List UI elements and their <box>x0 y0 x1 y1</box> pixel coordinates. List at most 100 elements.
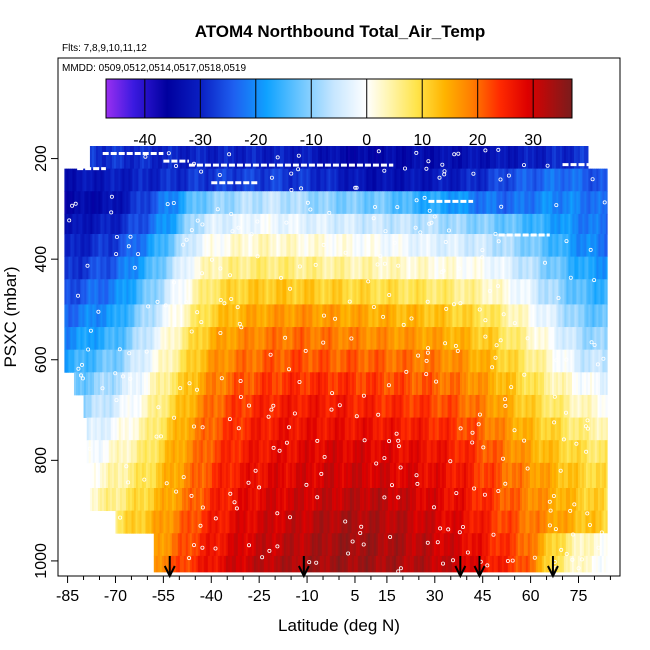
temp-cell <box>370 234 373 258</box>
temp-cell <box>424 440 428 464</box>
temp-cell <box>576 279 579 305</box>
temp-cell <box>520 327 523 351</box>
temp-cell <box>495 510 498 534</box>
temp-cell <box>499 462 503 489</box>
temp-cell <box>599 510 602 534</box>
temp-cell <box>275 146 279 170</box>
temp-cell <box>462 234 465 258</box>
temp-cell <box>519 146 523 170</box>
temp-cell <box>560 168 563 192</box>
temp-cell <box>469 462 473 489</box>
temp-cell <box>604 417 608 441</box>
temp-cell <box>169 555 173 573</box>
temp-cell <box>130 304 133 328</box>
temp-cell <box>233 487 237 512</box>
temp-cell <box>568 234 571 258</box>
temp-cell <box>126 213 129 235</box>
temp-cell <box>488 191 491 215</box>
temp-cell <box>566 440 570 464</box>
temp-cell <box>524 256 527 280</box>
temp-cell <box>84 304 87 328</box>
temp-cell <box>250 168 253 192</box>
temp-cell <box>131 146 135 170</box>
temp-cell <box>415 462 419 489</box>
temp-cell <box>435 146 439 170</box>
temp-cell <box>510 256 513 280</box>
temp-cell <box>285 555 289 573</box>
temp-cell <box>138 327 141 351</box>
temp-cell <box>496 279 499 305</box>
temp-cell <box>154 234 157 258</box>
temp-cell <box>106 168 109 192</box>
temp-cell <box>437 372 441 396</box>
temp-cell <box>381 394 384 418</box>
temp-cell <box>606 417 608 441</box>
temp-cell <box>226 168 229 192</box>
temp-cell <box>288 234 291 258</box>
temp-cell <box>242 213 245 235</box>
temp-cell <box>554 440 558 464</box>
temp-cell <box>587 462 591 489</box>
temp-cell <box>316 213 319 235</box>
temp-cell <box>416 191 419 215</box>
temp-cell <box>502 279 505 305</box>
temp-cell <box>340 256 343 280</box>
temp-cell <box>258 440 262 464</box>
temp-cell <box>396 327 399 351</box>
temp-cell <box>288 168 291 192</box>
temp-cell <box>393 372 397 396</box>
temp-cell <box>391 462 395 489</box>
temp-cell <box>476 440 480 464</box>
temp-cell <box>587 487 591 512</box>
temp-cell <box>546 327 549 351</box>
temp-cell <box>129 394 132 418</box>
temp-cell <box>450 417 454 441</box>
temp-cell <box>401 146 405 170</box>
temp-cell <box>302 349 305 373</box>
temp-cell <box>111 462 115 489</box>
temp-cell <box>124 213 127 235</box>
temp-cell <box>268 440 272 464</box>
temp-cell <box>442 168 445 192</box>
temp-cell <box>398 304 401 328</box>
temp-cell <box>365 533 369 557</box>
temp-cell <box>328 327 331 351</box>
temp-cell <box>266 168 269 192</box>
temp-cell <box>511 487 515 512</box>
temp-cell <box>347 510 350 534</box>
temp-cell <box>137 394 140 418</box>
temp-cell <box>86 168 89 192</box>
temp-cell <box>372 349 375 373</box>
temp-cell <box>424 304 427 328</box>
temp-cell <box>109 372 113 396</box>
temp-cell <box>259 462 263 489</box>
temp-cell <box>276 327 279 351</box>
temp-cell <box>376 213 379 235</box>
temp-cell <box>99 487 103 512</box>
temp-cell <box>171 394 174 418</box>
temp-cell <box>113 487 117 512</box>
temp-cell <box>148 191 151 215</box>
temp-cell <box>459 533 463 557</box>
temp-cell <box>413 555 417 573</box>
temp-cell <box>173 462 177 489</box>
temp-cell <box>160 168 163 192</box>
temp-cell <box>104 234 107 258</box>
temp-cell <box>603 394 606 418</box>
temp-cell <box>519 372 523 396</box>
temp-cell <box>478 417 482 441</box>
temp-cell <box>332 168 335 192</box>
temp-cell <box>457 394 460 418</box>
temp-cell <box>232 279 235 305</box>
temp-cell <box>102 417 106 441</box>
temp-cell <box>177 510 180 534</box>
temp-cell <box>583 533 587 557</box>
temp-cell <box>82 279 85 305</box>
temp-cell <box>120 213 123 235</box>
temp-cell <box>516 234 519 258</box>
temp-cell <box>537 146 541 170</box>
temp-cell <box>458 327 461 351</box>
temp-cell <box>300 327 303 351</box>
temp-cell <box>461 555 465 573</box>
temp-cell <box>98 213 101 235</box>
